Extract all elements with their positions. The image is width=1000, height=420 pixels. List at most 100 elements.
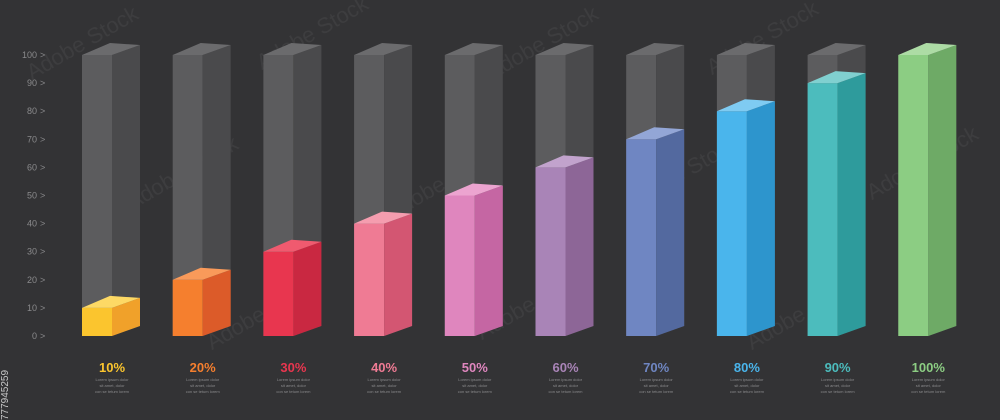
y-tick-label: 50 [27,191,37,201]
bar-group [82,43,140,336]
bar-side [746,101,775,336]
bar-track-top [807,43,866,55]
bars [82,43,957,336]
bar-caption-line: sit amet, dolor [734,383,760,388]
bar-caption-line: Lorem ipsum dolor [95,377,129,382]
bar-value-label: 40% [371,360,397,375]
bar-caption-line: Lorem ipsum dolor [821,377,855,382]
bar-track-top [263,43,322,55]
y-tick-label: 10 [27,303,37,313]
y-tick-arrow: > [40,331,45,341]
bar-track-top [535,43,594,55]
bar-caption-line: sit amet, dolor [190,383,216,388]
bar-caption-line: Lorem ipsum dolor [368,377,402,382]
bar-caption-line: sit amet, dolor [462,383,488,388]
bar-side [112,297,140,336]
bar-caption-line: Lorem ipsum dolor [277,377,311,382]
y-tick-arrow: > [40,162,45,172]
bar-caption-line: con se tetum lorem [911,389,946,394]
bar-top [172,267,231,280]
bar-front [172,279,203,336]
bar-top [263,239,322,252]
bar-value-label: 70% [643,360,669,375]
bar-front [626,139,657,336]
bar-caption-line: sit amet, dolor [99,383,125,388]
bar-caption-line: con se tetum lorem [186,389,221,394]
y-tick-label: 100 [22,50,37,60]
bar-caption-line: con se tetum lorem [821,389,856,394]
bar-caption-line: con se tetum lorem [548,389,583,394]
bar-front [535,167,566,336]
bar-track-side [112,45,140,336]
bar-value-label: 50% [462,360,488,375]
y-tick-label: 40 [27,219,37,229]
bar-group [807,43,866,336]
y-tick-arrow: > [40,275,45,285]
bar-caption-line: con se tetum lorem [730,389,765,394]
bar-side [565,157,594,336]
bar-track-top [354,43,413,55]
bar-caption-line: con se tetum lorem [458,389,493,394]
y-tick-arrow: > [40,247,45,257]
bar-caption-line: con se tetum lorem [367,389,402,394]
bar-top [82,295,140,308]
y-tick-label: 20 [27,275,37,285]
y-tick-label: 80 [27,106,37,116]
bar-caption-line: sit amet, dolor [281,383,307,388]
bar-caption-line: sit amet, dolor [553,383,579,388]
bar-caption-line: sit amet, dolor [916,383,942,388]
bar-track-top [444,43,503,55]
bar-track-side [202,45,231,336]
bar-side [837,73,866,336]
bar-caption-line: con se tetum lorem [639,389,674,394]
bar-caption-line: Lorem ipsum dolor [640,377,674,382]
bar-group [444,43,503,336]
y-tick-label: 90 [27,78,37,88]
bar-front [898,55,929,336]
bar-caption-line: Lorem ipsum dolor [458,377,492,382]
bar-track-top [82,43,140,55]
bar-group [535,43,594,336]
y-tick-arrow: > [40,106,45,116]
y-tick-arrow: > [40,219,45,229]
bar-side [202,269,231,336]
bar-side [474,185,503,336]
bar-side [928,45,957,336]
bar-caption-line: sit amet, dolor [644,383,670,388]
y-tick-arrow: > [40,191,45,201]
bar-top [626,127,685,140]
bar-caption-line: con se tetum lorem [95,389,130,394]
y-axis-ticks: 0 >10 >20 >30 >40 >50 >60 >70 >80 >90 >100 > [22,50,45,341]
bar-top [898,43,957,55]
bar-front [263,251,294,336]
bar-front [716,111,747,336]
bar-caption-line: Lorem ipsum dolor [186,377,220,382]
bar-top [716,99,775,112]
bar-side [293,241,322,336]
bar-value-label: 10% [99,360,125,375]
y-tick-label: 70 [27,134,37,144]
bar-group [354,43,413,336]
bar-group [716,43,775,336]
bar-value-label: 100% [912,360,946,375]
y-tick-label: 0 [32,331,37,341]
bar-top [444,183,503,196]
bar-group [626,43,685,336]
y-tick-arrow: > [40,134,45,144]
bar-caption-line: sit amet, dolor [372,383,398,388]
bar-side [656,129,685,336]
bar-value-label: 60% [552,360,578,375]
bar-front [807,83,838,336]
bar-top [354,211,413,224]
bar-front [444,195,475,336]
y-tick-arrow: > [40,50,45,60]
bar-value-label: 20% [190,360,216,375]
bar-caption-line: sit amet, dolor [825,383,851,388]
bar-track-top [716,43,775,55]
bar-top [807,71,866,84]
bar-track-front [82,55,112,336]
bar-value-label: 80% [734,360,760,375]
bar-caption-line: Lorem ipsum dolor [549,377,583,382]
